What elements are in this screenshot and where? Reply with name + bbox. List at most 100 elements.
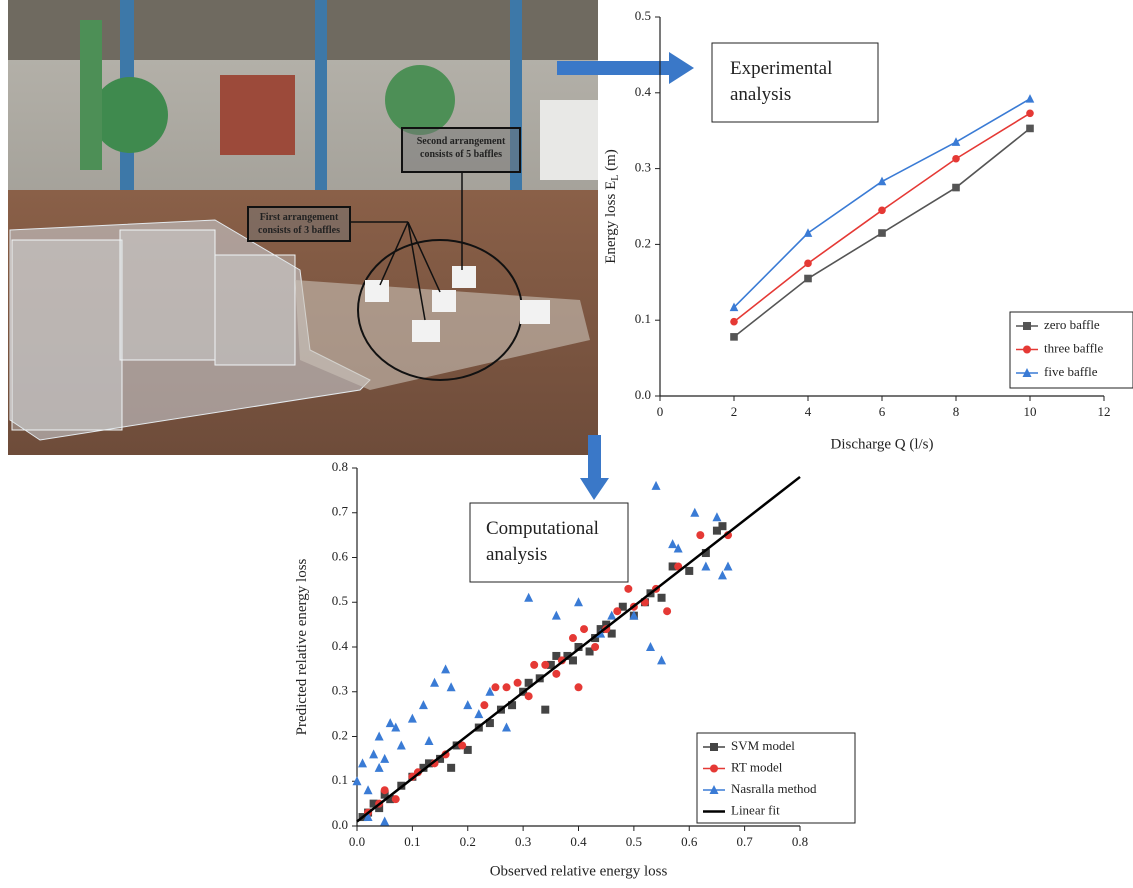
data-point xyxy=(878,206,886,214)
y-tick-label: 0.0 xyxy=(332,817,348,832)
data-point xyxy=(358,758,367,767)
x-tick-label: 12 xyxy=(1098,404,1111,419)
label-line: consists of 5 baffles xyxy=(420,149,502,160)
data-point xyxy=(613,607,621,615)
data-point xyxy=(419,700,428,709)
series-line xyxy=(734,113,1030,321)
data-point xyxy=(514,679,522,687)
x-axis-label: Observed relative energy loss xyxy=(490,863,668,879)
y-tick-label: 0.3 xyxy=(332,683,348,698)
y-tick-label: 0.6 xyxy=(332,548,349,563)
data-point xyxy=(552,670,560,678)
y-tick-label: 0.4 xyxy=(635,84,652,99)
y-axis-label: Predicted relative energy loss xyxy=(294,558,310,735)
annotation-line: analysis xyxy=(730,84,791,105)
data-point xyxy=(804,228,813,237)
data-point xyxy=(730,333,738,341)
data-point xyxy=(878,177,887,186)
y-tick-label: 0.0 xyxy=(635,387,651,402)
data-point xyxy=(1026,125,1034,133)
data-point xyxy=(718,522,726,530)
legend-label: three baffle xyxy=(1044,340,1104,355)
data-point xyxy=(541,661,549,669)
data-point xyxy=(447,764,455,772)
y-tick-label: 0.5 xyxy=(332,593,348,608)
y-axis-label-text: Predicted relative energy loss xyxy=(294,558,310,735)
y-tick-label: 0.2 xyxy=(635,235,651,250)
legend-label: Nasralla method xyxy=(731,781,817,796)
data-point xyxy=(381,786,389,794)
x-tick-label: 0.5 xyxy=(626,834,642,849)
annotation-line: Experimental xyxy=(730,58,832,79)
data-point xyxy=(804,275,812,283)
legend-label: RT model xyxy=(731,759,783,774)
data-point xyxy=(1026,94,1035,103)
data-point xyxy=(569,634,577,642)
x-tick-label: 6 xyxy=(879,404,886,419)
data-point xyxy=(724,561,733,570)
data-point xyxy=(430,678,439,687)
data-point xyxy=(375,763,384,772)
data-point xyxy=(491,683,499,691)
data-point xyxy=(952,137,961,146)
x-tick-label: 8 xyxy=(953,404,960,419)
data-point xyxy=(657,655,666,664)
legend-label: zero baffle xyxy=(1044,317,1100,332)
legend-label: five baffle xyxy=(1044,364,1098,379)
y-tick-label: 0.1 xyxy=(332,772,348,787)
data-point xyxy=(624,585,632,593)
annotation-box xyxy=(470,503,628,582)
x-tick-label: 0.6 xyxy=(681,834,698,849)
data-point xyxy=(364,785,373,794)
data-point xyxy=(369,749,378,758)
y-axis-label: Energy loss EL (m) xyxy=(603,149,621,264)
y-tick-label: 0.2 xyxy=(332,727,348,742)
x-tick-label: 0.8 xyxy=(792,834,808,849)
data-point xyxy=(397,740,406,749)
x-tick-label: 0.2 xyxy=(460,834,476,849)
data-point xyxy=(524,593,533,602)
x-tick-label: 0.0 xyxy=(349,834,365,849)
data-point xyxy=(525,692,533,700)
annotation-line: analysis xyxy=(486,544,547,565)
data-point xyxy=(690,508,699,517)
data-point xyxy=(474,709,483,718)
data-point xyxy=(696,531,704,539)
data-point xyxy=(552,611,561,620)
data-point xyxy=(718,570,727,579)
data-point xyxy=(701,561,710,570)
x-tick-label: 0.4 xyxy=(570,834,587,849)
y-tick-label: 0.8 xyxy=(332,459,348,474)
data-point xyxy=(386,718,395,727)
data-point xyxy=(380,817,389,826)
data-point xyxy=(712,512,721,521)
data-point xyxy=(580,625,588,633)
data-point xyxy=(574,597,583,606)
data-point xyxy=(878,229,886,237)
x-tick-label: 0.7 xyxy=(737,834,754,849)
data-point xyxy=(424,736,433,745)
annotation-box xyxy=(712,43,878,122)
y-tick-label: 0.5 xyxy=(635,8,651,23)
y-tick-label: 0.3 xyxy=(635,160,651,175)
data-point xyxy=(658,594,666,602)
data-point xyxy=(730,318,738,326)
y-axis-label-unit: (m) xyxy=(603,149,619,174)
data-point xyxy=(591,643,599,651)
data-point xyxy=(463,700,472,709)
data-point xyxy=(685,567,693,575)
data-point xyxy=(952,184,960,192)
x-tick-label: 0.1 xyxy=(404,834,420,849)
y-axis-label-text: Energy loss E xyxy=(603,181,619,264)
data-point xyxy=(447,682,456,691)
x-tick-label: 10 xyxy=(1024,404,1037,419)
x-axis-label: Discharge Q (l/s) xyxy=(830,436,933,452)
data-point xyxy=(530,661,538,669)
y-tick-label: 0.4 xyxy=(332,638,349,653)
legend-label: Linear fit xyxy=(731,802,780,817)
data-point xyxy=(503,683,511,691)
data-point xyxy=(569,656,577,664)
label-line: consists of 3 baffles xyxy=(258,225,340,236)
data-point xyxy=(804,260,812,268)
data-point xyxy=(502,723,511,732)
